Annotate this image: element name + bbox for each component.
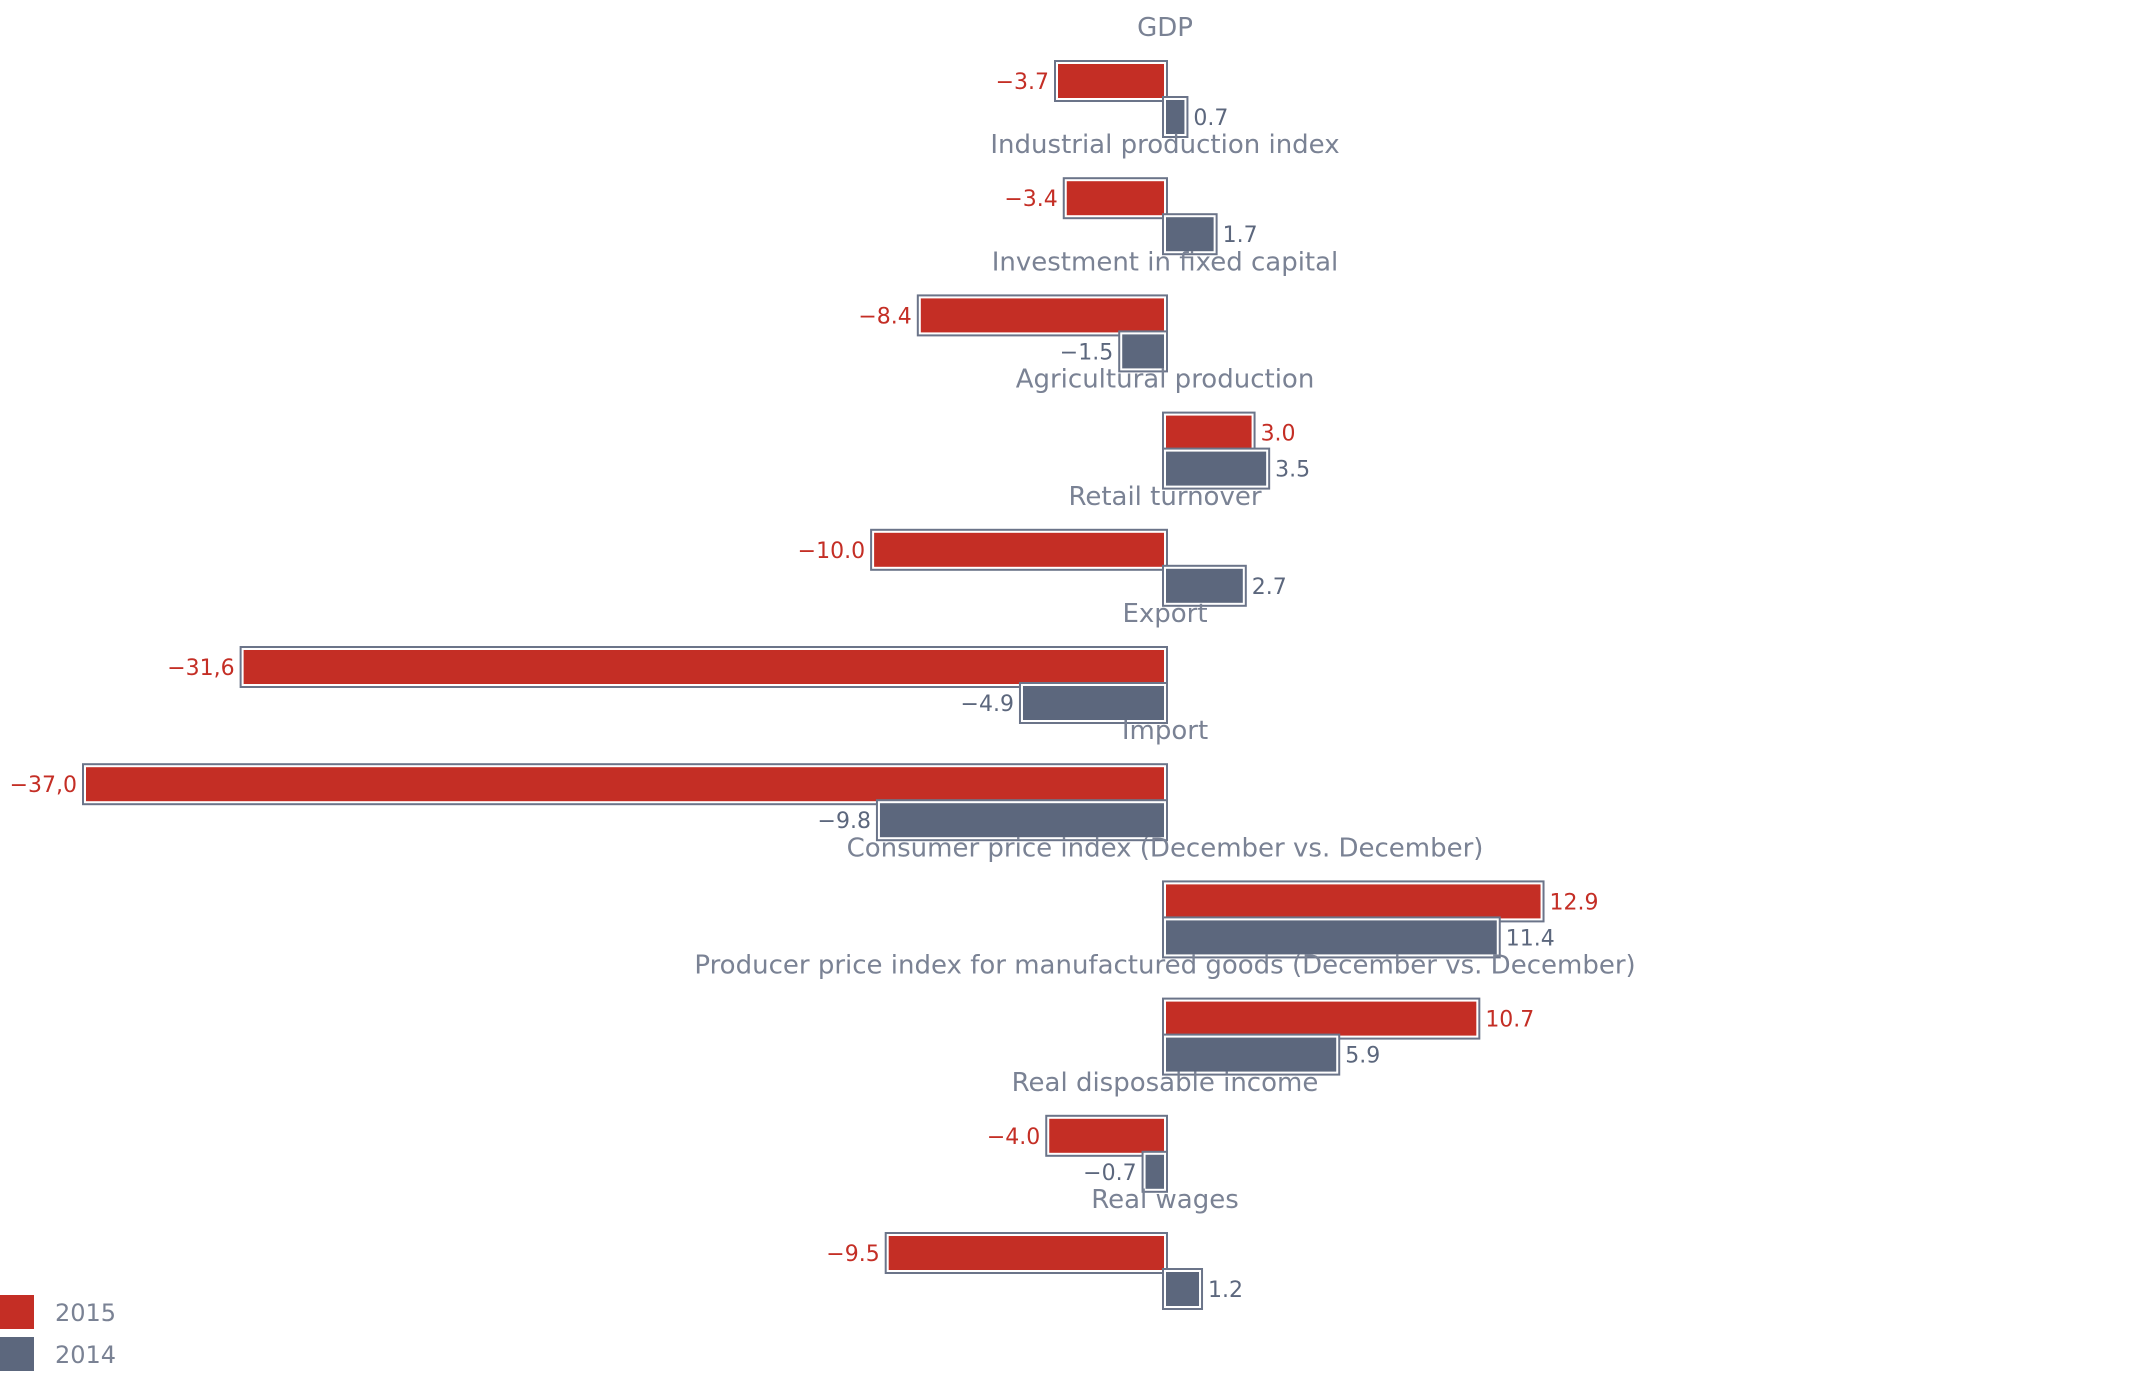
legend-swatch-2014	[0, 1337, 34, 1371]
bar-2015	[86, 767, 1164, 802]
category-label: Agricultural production	[1016, 365, 1315, 395]
legend: 2015 2014	[0, 1295, 116, 1371]
category-label: Real disposable income	[1012, 1068, 1319, 1098]
value-label-2015: −37,0	[10, 773, 77, 798]
bar-2015	[1166, 415, 1252, 450]
legend-swatch-2015	[0, 1295, 34, 1329]
bar-2015	[1066, 181, 1164, 216]
bar-2014	[1166, 217, 1214, 252]
value-label-2014: −4.9	[961, 692, 1014, 717]
category-label: Producer price index for manufactured go…	[694, 951, 1635, 981]
value-label-2015: 10.7	[1485, 1008, 1534, 1033]
bar-2015	[1166, 1001, 1477, 1036]
bar-2014	[1166, 1037, 1337, 1072]
legend-label-2015: 2015	[55, 1299, 116, 1327]
bar-2014	[1166, 100, 1185, 134]
value-label-2014: 2.7	[1252, 575, 1287, 600]
category-label: Investment in fixed capital	[992, 247, 1339, 277]
bar-2014	[1022, 686, 1164, 720]
category-label: Retail turnover	[1068, 482, 1261, 512]
value-label-2015: −9.5	[826, 1242, 879, 1267]
value-label-2014: 1.7	[1223, 223, 1258, 248]
value-label-2015: −31,6	[167, 656, 234, 681]
category-label: Industrial production index	[990, 130, 1339, 160]
bar-2014	[1166, 1272, 1200, 1306]
category-label: Import	[1122, 716, 1208, 746]
value-label-2015: 12.9	[1550, 890, 1599, 915]
value-label-2014: 5.9	[1345, 1044, 1380, 1069]
bar-2014	[1166, 920, 1497, 955]
value-label-2015: −3.4	[1004, 187, 1057, 212]
value-label-2014: 1.2	[1208, 1278, 1243, 1303]
value-label-2015: −3.7	[996, 70, 1049, 95]
value-label-2014: 11.4	[1506, 926, 1555, 951]
bar-2015	[874, 532, 1164, 567]
value-label-2015: 3.0	[1261, 422, 1296, 447]
category-label: Consumer price index (December vs. Decem…	[847, 833, 1484, 863]
bar-2014	[1166, 568, 1243, 603]
value-label-2014: −9.8	[818, 809, 871, 834]
value-label-2014: 0.7	[1193, 106, 1228, 131]
bar-2015	[920, 298, 1164, 333]
bar-2014	[1145, 1154, 1164, 1189]
bar-2015	[243, 650, 1164, 684]
value-label-2014: −1.5	[1060, 340, 1113, 365]
bar-2015	[1049, 1118, 1164, 1153]
category-label: Export	[1122, 599, 1207, 629]
bar-2015	[1166, 884, 1541, 919]
bar-2014	[1166, 451, 1267, 486]
bar-2014	[1122, 334, 1164, 369]
legend-label-2014: 2014	[55, 1341, 116, 1369]
bar-2015	[1058, 64, 1164, 98]
value-label-2014: −0.7	[1083, 1161, 1136, 1186]
value-label-2015: −4.0	[987, 1125, 1040, 1150]
bar-2014	[879, 803, 1164, 838]
value-label-2014: 3.5	[1275, 458, 1310, 483]
category-label: Real wages	[1091, 1185, 1239, 1215]
category-label: GDP	[1137, 13, 1193, 43]
value-label-2015: −8.4	[858, 304, 911, 329]
bar-2015	[888, 1236, 1164, 1270]
value-label-2015: −10.0	[798, 539, 865, 564]
